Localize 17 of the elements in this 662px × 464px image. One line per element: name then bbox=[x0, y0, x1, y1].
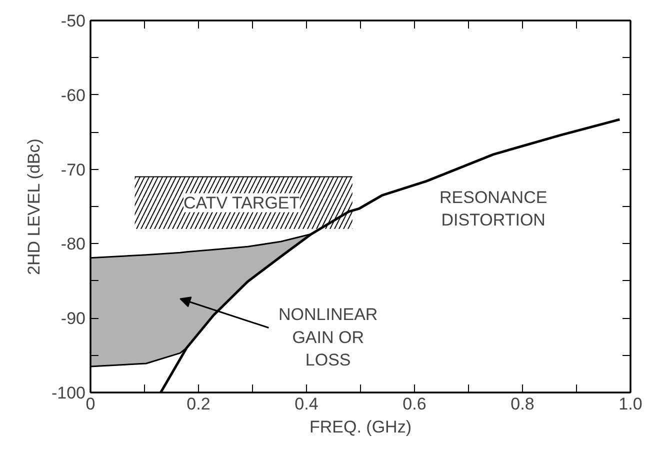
x-tick-label: 1.0 bbox=[618, 394, 642, 414]
annotation: NONLINEAR GAIN OR LOSS bbox=[278, 305, 378, 370]
x-tick-label: 0.4 bbox=[294, 394, 318, 414]
y-tick-label: -90 bbox=[60, 309, 86, 328]
y-tick-label: -70 bbox=[60, 160, 86, 180]
y-axis-title: 2HD LEVEL (dBc) bbox=[24, 138, 44, 275]
y-tick-label: -60 bbox=[60, 86, 86, 105]
y-tick-label: -100 bbox=[51, 384, 86, 402]
x-tick-label: 0.6 bbox=[402, 394, 426, 414]
x-tick-label: 0.8 bbox=[510, 394, 534, 414]
annotation: CATV TARGET bbox=[183, 193, 300, 212]
x-tick-label: 0 bbox=[86, 394, 96, 414]
y-tick-label: -80 bbox=[60, 234, 86, 254]
annotation: RESONANCE DISTORTION bbox=[439, 188, 548, 230]
x-axis-title: FREQ. (GHz) bbox=[310, 418, 412, 436]
x-tick-label: 0.2 bbox=[186, 394, 210, 414]
y-tick-label: -50 bbox=[60, 12, 86, 30]
